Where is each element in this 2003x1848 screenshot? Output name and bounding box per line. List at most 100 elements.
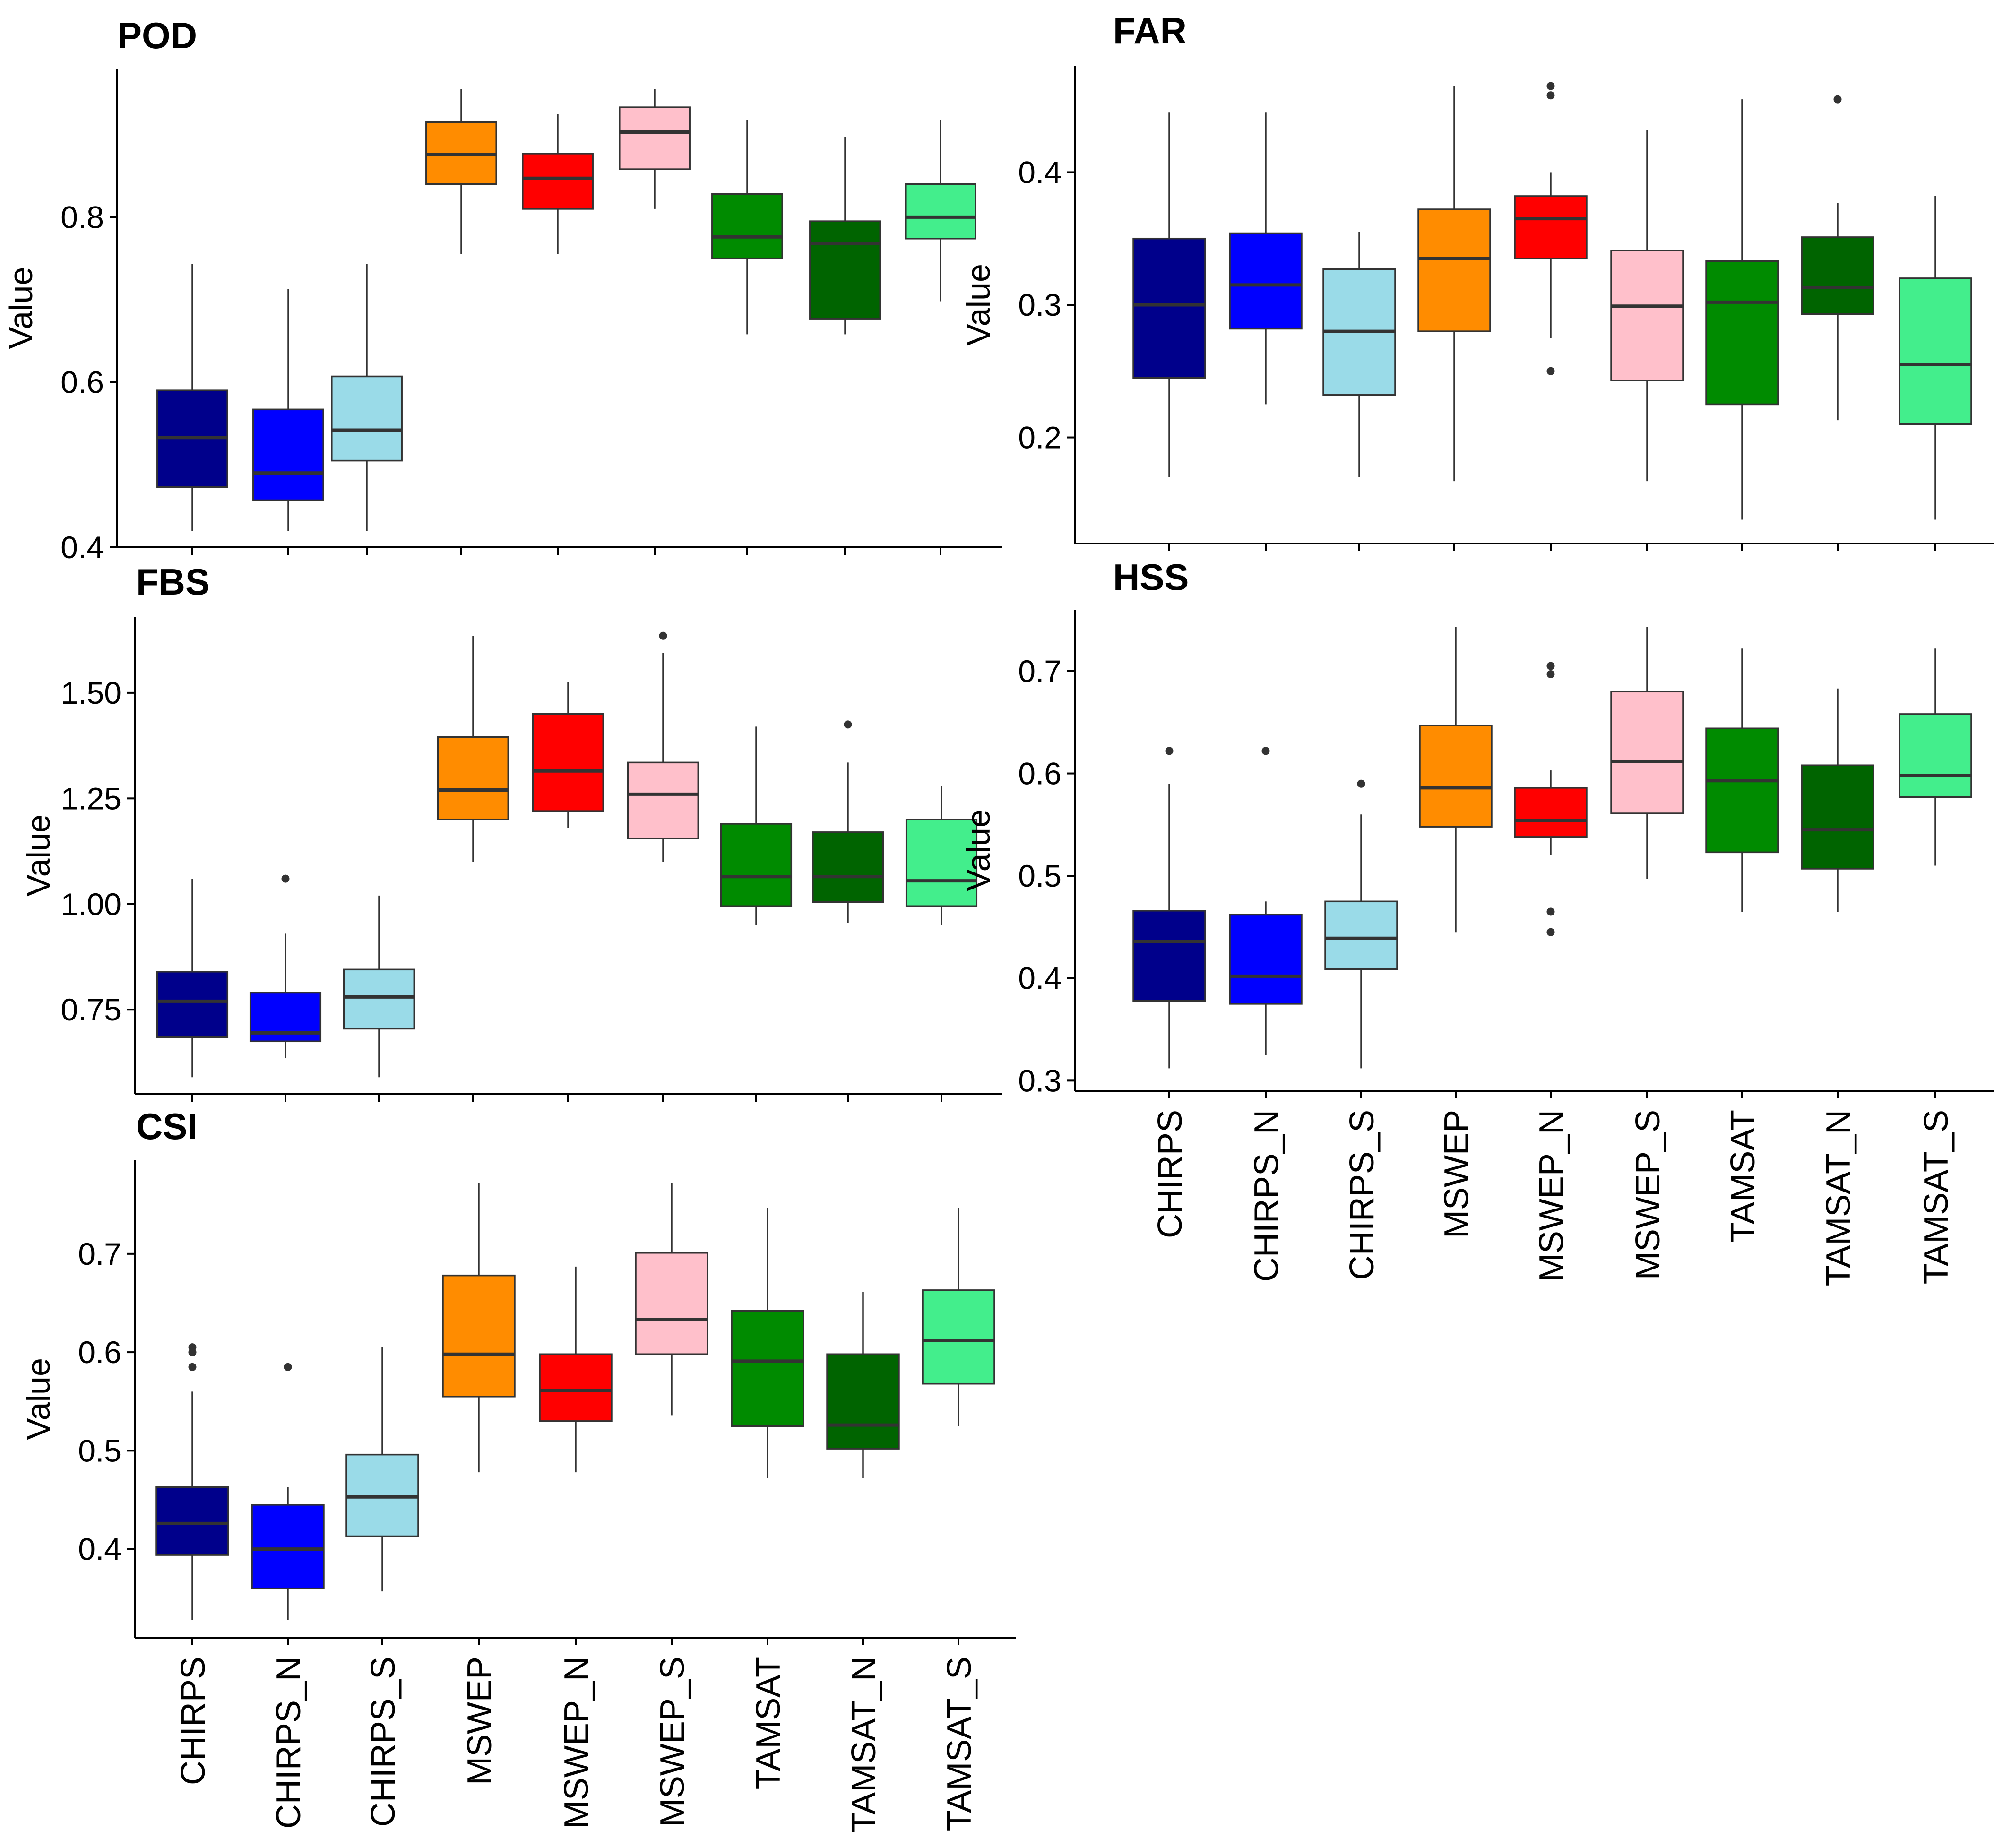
csi-y-tick-label: 0.7 (78, 1236, 121, 1271)
fbs-outlier-point (659, 631, 667, 640)
pod-y-tick-label: 0.6 (60, 365, 104, 400)
far-box-tamsat (1705, 99, 1779, 551)
hss-box-chirps-n: CHIRPS_N (1229, 747, 1303, 1282)
pod-box-rect (331, 375, 403, 462)
pod-box-rect (522, 153, 594, 210)
panel-pod: POD 0.4 0.6 0.8 Value (2, 15, 1002, 565)
hss-x-tick-label: MSWEP_S (1629, 1110, 1667, 1280)
far-y-tick-label: 0.3 (1018, 287, 1062, 322)
pod-box-mswep-n (522, 114, 594, 555)
csi-box-chirps-n: CHIRPS_N (251, 1363, 325, 1829)
pod-y-tick-label: 0.8 (60, 199, 104, 234)
hss-outlier-point (1261, 747, 1270, 755)
far-box-tamsat-s (1899, 196, 1972, 551)
csi-box-rect (251, 1504, 325, 1589)
csi-x-tick-label: CHIRPS_N (270, 1657, 308, 1829)
pod-box-rect (252, 408, 324, 501)
far-box-rect (1801, 236, 1874, 315)
csi-box-rect (442, 1274, 516, 1398)
hss-y-tick-label: 0.5 (1018, 858, 1062, 893)
far-outlier-point (1546, 367, 1555, 375)
far-y-axis-title: Value (960, 264, 997, 346)
csi-box-rect (731, 1310, 804, 1427)
far-box-chirps-s (1322, 232, 1396, 551)
pod-box-rect (905, 183, 976, 240)
hss-y-tick-label: 0.7 (1018, 654, 1062, 689)
csi-box-mswep-s: MSWEP_S (635, 1183, 708, 1827)
hss-x-tick-label: CHIRPS_N (1248, 1110, 1286, 1282)
hss-box-tamsat-s: TAMSAT_S (1899, 648, 1972, 1284)
hss-x-tick-label: CHIRPS_S (1343, 1110, 1381, 1280)
fbs-box-rect (627, 761, 699, 839)
csi-x-tick-label: CHIRPS (174, 1657, 212, 1785)
hss-box-rect (1801, 764, 1874, 870)
pod-box-chirps-n (252, 289, 324, 555)
csi-outlier-point (188, 1363, 197, 1371)
pod-box-mswep-s (619, 89, 691, 555)
fbs-box-mswep-n (532, 682, 604, 1102)
csi-x-tick-label: MSWEP_S (654, 1657, 691, 1827)
csi-x-tick-label: MSWEP (461, 1657, 499, 1785)
fbs-box-rect (156, 971, 229, 1038)
pod-box-rect (809, 220, 881, 320)
csi-outlier-point (188, 1348, 197, 1356)
hss-outlier-point (1546, 907, 1555, 916)
csi-y-tick-label: 0.6 (78, 1335, 121, 1370)
pod-box-rect (619, 106, 691, 170)
hss-y-tick-label: 0.3 (1018, 1063, 1062, 1098)
csi-box-tamsat-n: TAMSAT_N (826, 1292, 900, 1833)
fbs-box-tamsat (720, 726, 793, 1102)
far-box-rect (1417, 208, 1491, 332)
fbs-y-axis-title: Value (20, 814, 57, 897)
pod-box-rect (711, 193, 783, 259)
hss-x-tick-label: TAMSAT_S (1917, 1110, 1955, 1284)
fbs-box-rect (437, 736, 509, 820)
hss-y-axis-title: Value (960, 809, 997, 891)
hss-box-mswep-n: MSWEP_N (1514, 662, 1588, 1282)
fbs-y-tick-label: 1.50 (61, 675, 121, 710)
far-box-rect (1132, 237, 1206, 379)
csi-y-tick-label: 0.4 (78, 1532, 121, 1567)
csi-outlier-point (284, 1363, 292, 1371)
fbs-box-chirps-s (343, 895, 415, 1102)
fbs-box-rect (905, 819, 978, 907)
csi-box-rect (826, 1353, 900, 1450)
fbs-outlier-point (281, 874, 290, 883)
hss-box-rect (1132, 910, 1206, 1002)
fbs-outlier-point (844, 720, 852, 729)
pod-box-mswep (425, 89, 497, 555)
hss-box-rect (1705, 727, 1779, 854)
far-title: FAR (1113, 10, 1187, 52)
far-outlier-point (1546, 91, 1555, 100)
hss-title: HSS (1113, 556, 1189, 598)
hss-y-tick-label: 0.4 (1018, 961, 1062, 996)
far-box-tamsat-n (1801, 95, 1874, 551)
hss-box-mswep-s: MSWEP_S (1610, 627, 1684, 1280)
csi-x-tick-label: CHIRPS_S (364, 1657, 402, 1827)
hss-x-tick-label: TAMSAT (1724, 1110, 1762, 1243)
fbs-box-mswep (437, 636, 509, 1102)
pod-box-chirps (156, 264, 228, 555)
fbs-box-chirps-n (249, 874, 322, 1102)
hss-box-rect (1899, 713, 1972, 798)
far-box-chirps (1132, 112, 1206, 551)
hss-box-tamsat: TAMSAT (1705, 648, 1779, 1243)
panel-fbs: FBS 0.75 1.00 1.25 1.50 Value (20, 561, 1002, 1102)
hss-box-chirps: CHIRPS (1132, 747, 1206, 1238)
far-y-tick-label: 0.4 (1018, 155, 1062, 190)
fbs-title: FBS (136, 561, 210, 603)
hss-box-rect (1419, 725, 1493, 828)
fbs-box-tamsat-n (812, 720, 884, 1102)
fbs-box-tamsat-s (905, 786, 978, 1102)
panel-hss: HSS 0.3 0.4 0.5 0.6 0.7 Value CHIRPS CHIRPS_N CHI… (960, 556, 1994, 1286)
hss-y-tick-label: 0.6 (1018, 756, 1062, 791)
csi-x-tick-label: TAMSAT_N (845, 1657, 883, 1833)
hss-outlier-point (1546, 670, 1555, 678)
csi-title: CSI (136, 1105, 198, 1147)
pod-box-tamsat-s (905, 120, 976, 555)
fbs-box-rect (343, 968, 415, 1030)
far-outlier-point (1833, 95, 1842, 104)
far-box-rect (1514, 195, 1588, 259)
far-box-mswep (1417, 86, 1491, 551)
